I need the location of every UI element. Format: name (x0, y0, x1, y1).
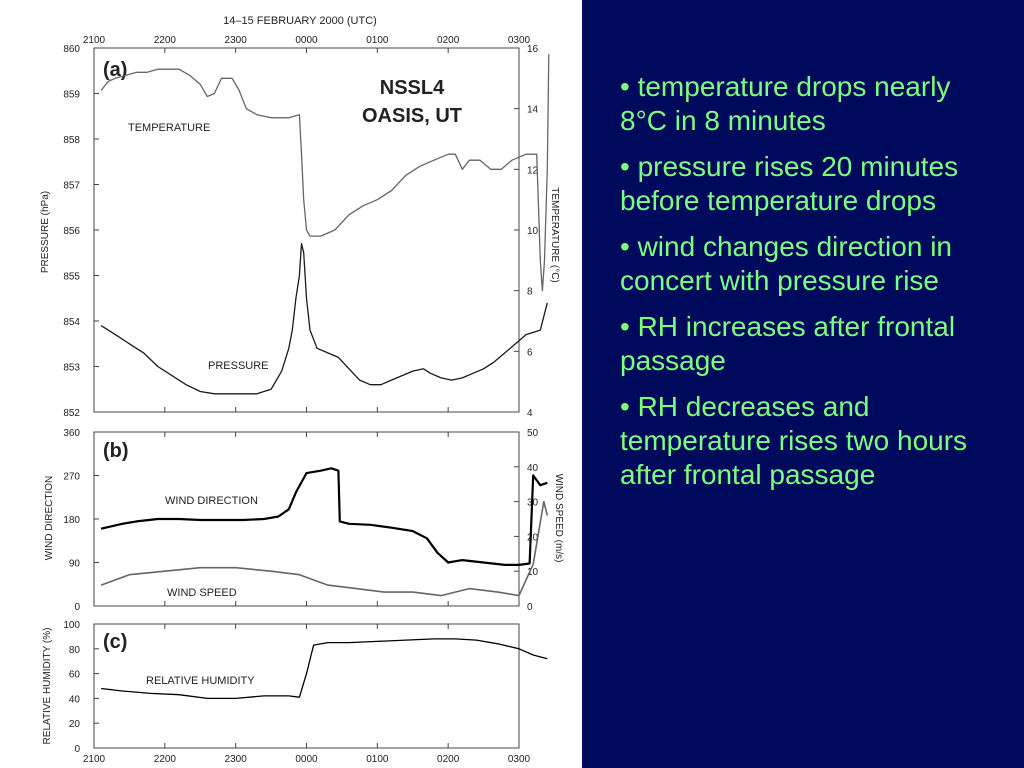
meteogram-svg: 14–15 FEBRUARY 2000 (UTC) NSSL4 OASIS, U… (40, 15, 564, 765)
station-name-line2: OASIS, UT (362, 105, 462, 127)
pressure-axis-tick-label: 853 (63, 363, 80, 374)
pressure-annotation: PRESSURE (208, 360, 269, 372)
top-time-tick-label: 0000 (295, 35, 318, 46)
top-time-tick-label: 0200 (437, 35, 460, 46)
pressure-axis-tick-label: 855 (63, 272, 80, 283)
top-time-tick-label: 2200 (154, 35, 177, 46)
wind-direction-axis-tick-label: 0 (74, 602, 80, 613)
pressure-axis-tick-label: 858 (63, 135, 80, 146)
meteogram-figure: 14–15 FEBRUARY 2000 (UTC) NSSL4 OASIS, U… (40, 15, 564, 765)
wind-speed-axis-tick-label: 40 (527, 463, 539, 474)
wind-speed-annotation: WIND SPEED (167, 587, 237, 599)
temperature-axis-tick-label: 6 (527, 347, 533, 358)
temperature-axis-tick-label: 4 (527, 408, 533, 419)
station-name-line1: NSSL4 (380, 77, 445, 99)
bullet-item: • RH decreases and temperature rises two… (620, 391, 968, 490)
pressure-axis-tick-label: 854 (63, 317, 80, 328)
date-title: 14–15 FEBRUARY 2000 (UTC) (223, 15, 377, 27)
temperature-axis-tick-label: 16 (527, 44, 539, 55)
humidity-axis-tick-label: 0 (74, 744, 80, 755)
humidity-axis-tick-label: 80 (69, 645, 81, 656)
bullet-list: • temperature drops nearly 8°C in 8 minu… (620, 70, 1000, 504)
pressure-axis-tick-label: 856 (63, 226, 80, 237)
pressure-axis-tick-label: 859 (63, 90, 80, 101)
temperature-axis-tick-label: 8 (527, 287, 533, 298)
humidity-axis-tick-label: 20 (69, 719, 81, 730)
pressure-axis-tick-label: 852 (63, 408, 80, 419)
top-time-tick-label: 0300 (508, 35, 531, 46)
temperature-axis-title: TEMPERATURE (°C) (549, 187, 560, 282)
bottom-time-tick-label: 0200 (437, 754, 460, 765)
bottom-time-tick-label: 2300 (225, 754, 248, 765)
wind-direction-annotation: WIND DIRECTION (165, 495, 258, 507)
top-time-tick-label: 2100 (83, 35, 106, 46)
pressure-axis-title: PRESSURE (hPa) (40, 191, 51, 273)
wind-speed-series-line (100, 500, 549, 597)
humidity-axis-tick-label: 40 (69, 694, 81, 705)
panel-a-label: (a) (103, 59, 127, 81)
wind-direction-axis-tick-label: 90 (69, 559, 81, 570)
wind-direction-axis-title: WIND DIRECTION (44, 476, 55, 560)
panel-c-label: (c) (103, 631, 127, 653)
wind-speed-axis-title: WIND SPEED (m/s) (553, 474, 564, 563)
wind-speed-axis-tick-label: 50 (527, 428, 539, 439)
bullet-item: • pressure rises 20 minutes before tempe… (620, 151, 959, 216)
bullet-item: • temperature drops nearly 8°C in 8 minu… (620, 71, 951, 136)
bullet-item: • wind changes direction in concert with… (620, 231, 952, 296)
temperature-series-line (100, 54, 550, 292)
bullet-item: • RH increases after frontal passage (620, 311, 956, 376)
bottom-time-tick-label: 0300 (508, 754, 531, 765)
top-time-tick-label: 0100 (366, 35, 389, 46)
temperature-axis-tick-label: 12 (527, 165, 539, 176)
wind-direction-axis-tick-label: 270 (63, 472, 80, 483)
wind-direction-series-line (100, 467, 548, 567)
temperature-axis-tick-label: 10 (527, 226, 539, 237)
temperature-axis-tick-label: 14 (527, 105, 539, 116)
wind-direction-axis-tick-label: 360 (63, 428, 80, 439)
wind-speed-axis-tick-label: 10 (527, 567, 539, 578)
humidity-axis-tick-label: 100 (63, 620, 80, 631)
pressure-axis-tick-label: 857 (63, 181, 80, 192)
temperature-annotation: TEMPERATURE (128, 122, 210, 134)
bottom-time-tick-label: 0000 (295, 754, 318, 765)
humidity-axis-title: RELATIVE HUMIDITY (%) (42, 628, 53, 745)
bottom-time-tick-label: 2100 (83, 754, 106, 765)
top-time-tick-label: 2300 (225, 35, 248, 46)
bottom-time-tick-label: 2200 (154, 754, 177, 765)
relative-humidity-series-line (101, 638, 548, 700)
wind-speed-axis-tick-label: 0 (527, 602, 533, 613)
panel-b-label: (b) (103, 440, 129, 462)
pressure-axis-tick-label: 860 (63, 44, 80, 55)
wind-speed-axis-tick-label: 20 (527, 532, 539, 543)
series-layer (100, 54, 550, 700)
humidity-axis-tick-label: 60 (69, 670, 81, 681)
pressure-series-line (100, 242, 548, 395)
slide-text-panel: • temperature drops nearly 8°C in 8 minu… (582, 0, 1024, 768)
wind-direction-axis-tick-label: 180 (63, 515, 80, 526)
bottom-time-tick-label: 0100 (366, 754, 389, 765)
relative-humidity-annotation: RELATIVE HUMIDITY (146, 675, 255, 687)
